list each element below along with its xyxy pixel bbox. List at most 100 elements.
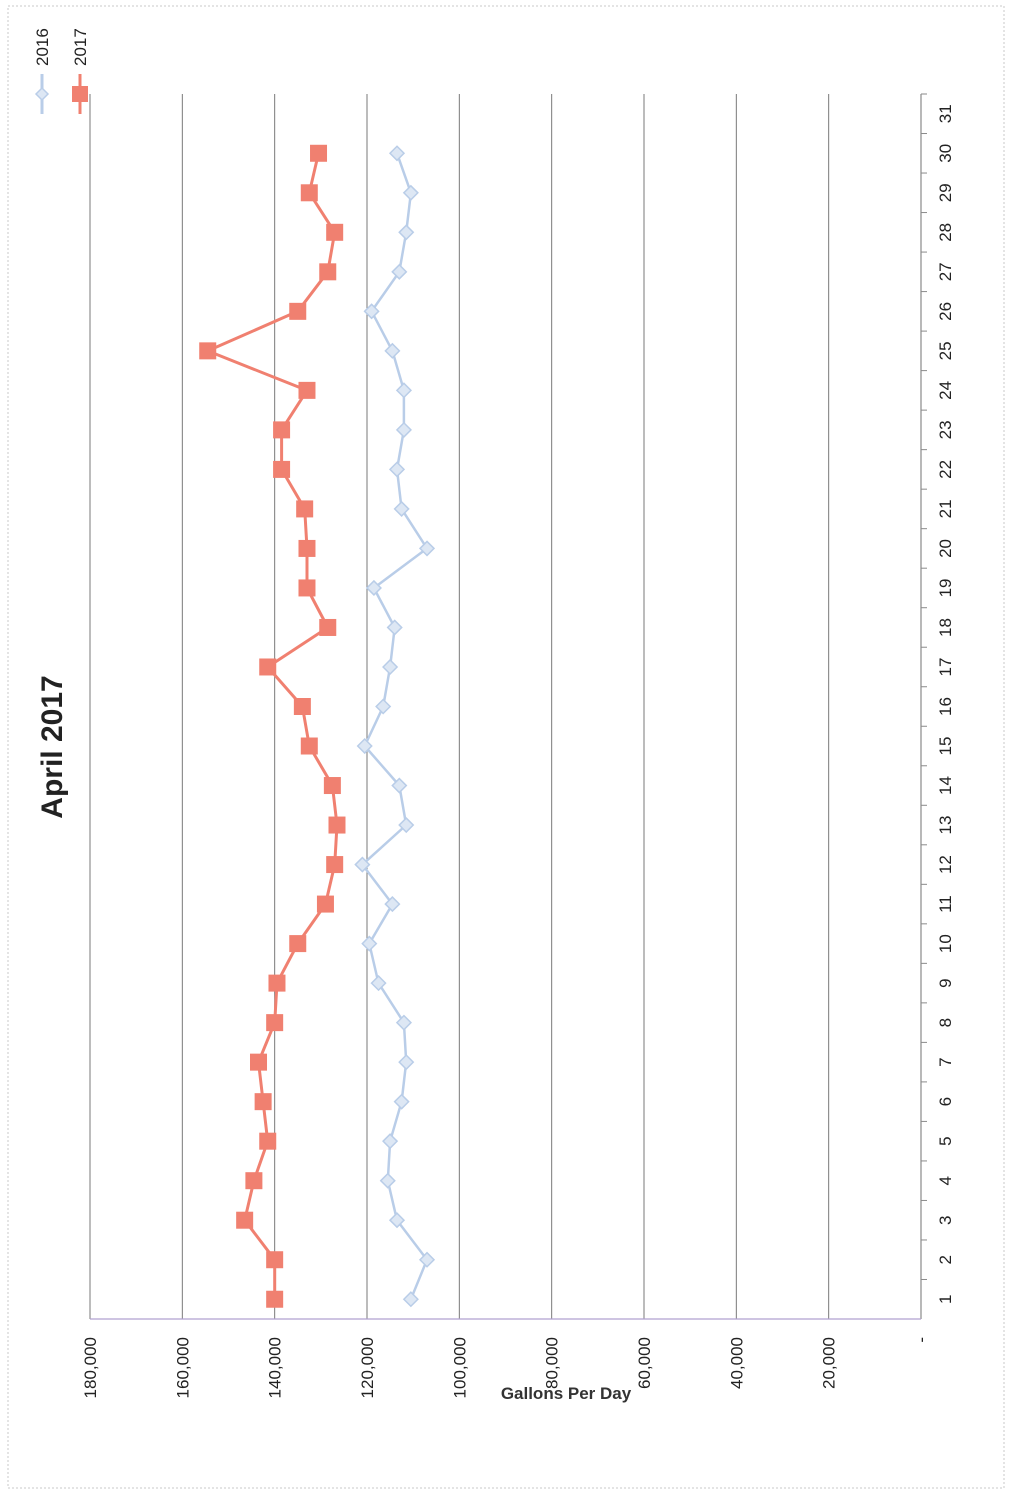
y-tick-label: 100,000 — [450, 1337, 469, 1398]
data-point-2017 — [266, 1251, 284, 1269]
x-tick-label: 10 — [936, 934, 955, 953]
data-point-2016 — [398, 816, 415, 834]
data-point-2016 — [386, 619, 403, 636]
data-point-2016 — [391, 263, 408, 280]
y-tick-label: 20,000 — [820, 1337, 839, 1389]
x-tick-label: 12 — [936, 855, 955, 874]
data-point-2017 — [273, 460, 291, 478]
chart-area: - 20,000 40,000 60,000 80,000 100,000 120,000 1… — [33, 28, 955, 1403]
data-point-2017 — [300, 184, 318, 202]
data-point-2017 — [266, 1290, 284, 1308]
x-tick-label: 3 — [936, 1215, 955, 1224]
data-point-2016 — [384, 342, 401, 359]
y-tick-label: 120,000 — [358, 1337, 377, 1398]
x-tick-label: 5 — [936, 1136, 955, 1145]
x-tick-label: 27 — [936, 262, 955, 281]
data-point-2016 — [388, 1212, 406, 1229]
data-point-2016 — [418, 1251, 436, 1268]
data-point-2016 — [398, 224, 415, 241]
data-point-2016 — [382, 1133, 399, 1150]
data-point-2016 — [356, 737, 373, 755]
legend-marker — [72, 86, 88, 102]
data-point-2016 — [402, 184, 419, 201]
data-point-2017 — [293, 698, 311, 715]
y-tick-label: 180,000 — [81, 1337, 100, 1398]
data-point-2016 — [363, 303, 380, 320]
x-tick-label: 29 — [936, 183, 955, 202]
x-tick-label: 13 — [936, 816, 955, 835]
y-axis-label: Gallons Per Day — [501, 1384, 632, 1403]
data-point-2017 — [259, 1132, 277, 1150]
legend-label: 2016 — [33, 28, 52, 66]
x-tick-label: 8 — [936, 1018, 955, 1027]
x-tick-label: 14 — [936, 776, 955, 795]
data-point-2017 — [236, 1211, 254, 1229]
data-point-2016 — [418, 540, 436, 557]
series-line-2017 — [206, 152, 339, 1300]
data-point-2016 — [354, 856, 371, 873]
data-point-2016 — [384, 896, 401, 913]
x-tick-label: 30 — [936, 144, 955, 163]
legend-label: 2017 — [71, 28, 90, 66]
data-point-2017 — [326, 856, 344, 874]
data-point-2017 — [298, 579, 316, 597]
data-point-2016 — [391, 777, 408, 794]
x-tick-label: 22 — [936, 460, 955, 479]
data-point-2016 — [388, 461, 406, 478]
data-point-2017 — [326, 223, 344, 241]
data-point-2017 — [319, 263, 337, 281]
y-tick-label: 60,000 — [635, 1337, 654, 1389]
data-point-2016 — [379, 1172, 396, 1189]
data-point-2017 — [316, 895, 334, 913]
data-point-2017 — [273, 421, 291, 439]
x-tick-label: 16 — [936, 697, 955, 716]
data-point-2016 — [402, 1291, 419, 1308]
data-point-2016 — [382, 658, 399, 676]
data-point-2017 — [259, 658, 277, 676]
y-tick-label: 160,000 — [173, 1337, 192, 1398]
data-point-2016 — [395, 382, 412, 399]
data-point-2017 — [199, 342, 217, 360]
legend-marker — [34, 86, 50, 102]
x-tick-label: 23 — [936, 420, 955, 439]
data-point-2017 — [296, 500, 314, 518]
data-point-2017 — [289, 935, 307, 953]
series-line-2016 — [361, 152, 429, 1300]
x-tick-label: 9 — [936, 978, 955, 987]
data-point-2017 — [300, 737, 318, 755]
x-tick-label: 20 — [936, 539, 955, 558]
data-point-2016 — [398, 1054, 415, 1071]
x-tick-label: 4 — [936, 1176, 955, 1185]
data-point-2016 — [393, 500, 410, 517]
data-point-2017 — [310, 144, 328, 162]
x-tick-label: 24 — [936, 381, 955, 400]
data-point-2016 — [395, 421, 412, 438]
chart-title: April 2017 — [36, 675, 69, 818]
data-point-2017 — [323, 777, 341, 795]
data-point-2017 — [268, 974, 286, 992]
data-point-2016 — [388, 145, 406, 162]
x-tick-label: 6 — [936, 1097, 955, 1106]
x-tick-label: 11 — [936, 895, 955, 913]
y-tick-label: - — [912, 1337, 931, 1343]
x-tick-label: 19 — [936, 578, 955, 597]
y-tick-label: 40,000 — [727, 1337, 746, 1389]
gridlines — [89, 94, 830, 1319]
x-tick-label: 21 — [936, 499, 955, 518]
data-point-2017 — [298, 381, 316, 399]
data-point-2017 — [250, 1053, 268, 1071]
data-point-2017 — [319, 618, 337, 636]
x-tick-label: 2 — [936, 1255, 955, 1264]
x-tick-label: 1 — [936, 1295, 955, 1304]
x-tick-label: 18 — [936, 618, 955, 637]
data-point-2016 — [361, 935, 378, 952]
data-point-2017 — [254, 1093, 272, 1111]
data-point-2016 — [370, 975, 387, 992]
x-tick-label: 7 — [936, 1057, 955, 1066]
y-tick-label: 140,000 — [266, 1337, 285, 1398]
data-point-2017 — [289, 302, 307, 320]
x-tick-label: 17 — [936, 658, 955, 677]
legend: 2016 2017 — [33, 28, 90, 114]
